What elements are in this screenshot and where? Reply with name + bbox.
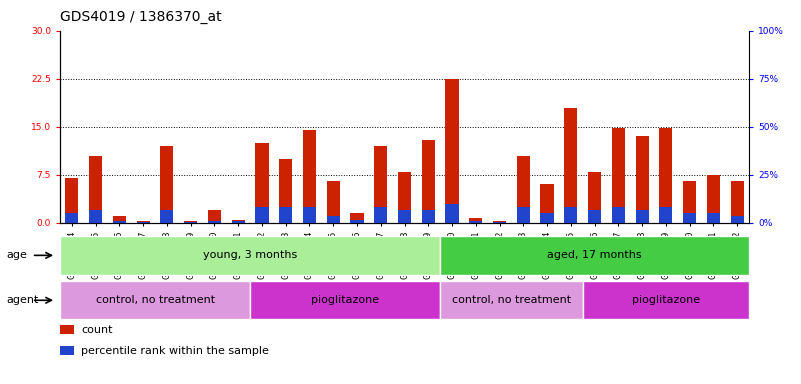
Bar (256, 143, 268, 223)
Bar (256, 207, 268, 223)
Bar (493, 222, 506, 223)
Bar (493, 222, 506, 223)
Bar (160, 146, 174, 223)
Text: pioglitazone: pioglitazone (311, 295, 379, 305)
Text: percentile rank within the sample: percentile rank within the sample (81, 346, 269, 356)
Bar (327, 216, 340, 223)
Text: aged, 17 months: aged, 17 months (547, 250, 642, 260)
Bar (137, 221, 150, 223)
Bar (731, 181, 743, 223)
Bar (398, 172, 411, 223)
Bar (231, 222, 245, 223)
Text: control, no treatment: control, no treatment (452, 295, 571, 305)
Text: age: age (6, 250, 27, 260)
Bar (612, 128, 625, 223)
Bar (280, 207, 292, 223)
Bar (469, 222, 482, 223)
Bar (635, 210, 649, 223)
Text: GDS4019 / 1386370_at: GDS4019 / 1386370_at (60, 10, 222, 23)
Bar (588, 172, 601, 223)
Bar (469, 218, 482, 223)
Bar (517, 156, 529, 223)
Bar (303, 207, 316, 223)
Bar (208, 222, 221, 223)
Bar (184, 221, 197, 223)
Bar (541, 184, 553, 223)
Bar (113, 222, 126, 223)
Bar (89, 210, 103, 223)
Bar (184, 222, 197, 223)
Bar (564, 207, 578, 223)
Text: agent: agent (6, 295, 38, 305)
Bar (683, 213, 696, 223)
Bar (706, 213, 720, 223)
Bar (351, 213, 364, 223)
Text: control, no treatment: control, no treatment (95, 295, 215, 305)
Bar (421, 139, 435, 223)
Bar (351, 220, 364, 223)
Bar (160, 210, 174, 223)
Bar (280, 159, 292, 223)
Bar (374, 207, 387, 223)
Bar (683, 181, 696, 223)
Bar (374, 146, 387, 223)
Text: count: count (81, 324, 112, 334)
Bar (659, 128, 672, 223)
Bar (66, 178, 78, 223)
Bar (445, 204, 458, 223)
Bar (421, 210, 435, 223)
Text: pioglitazone: pioglitazone (632, 295, 700, 305)
Bar (659, 207, 672, 223)
Bar (612, 207, 625, 223)
Bar (137, 222, 150, 223)
Bar (588, 210, 601, 223)
Bar (231, 220, 245, 223)
Bar (208, 210, 221, 223)
Bar (303, 130, 316, 223)
Bar (398, 210, 411, 223)
Text: young, 3 months: young, 3 months (203, 250, 297, 260)
Bar (327, 181, 340, 223)
Bar (113, 216, 126, 223)
Bar (706, 175, 720, 223)
Bar (564, 108, 578, 223)
Bar (517, 207, 529, 223)
Bar (445, 79, 458, 223)
Bar (731, 216, 743, 223)
Bar (89, 156, 103, 223)
Bar (541, 213, 553, 223)
Bar (66, 213, 78, 223)
Bar (635, 136, 649, 223)
